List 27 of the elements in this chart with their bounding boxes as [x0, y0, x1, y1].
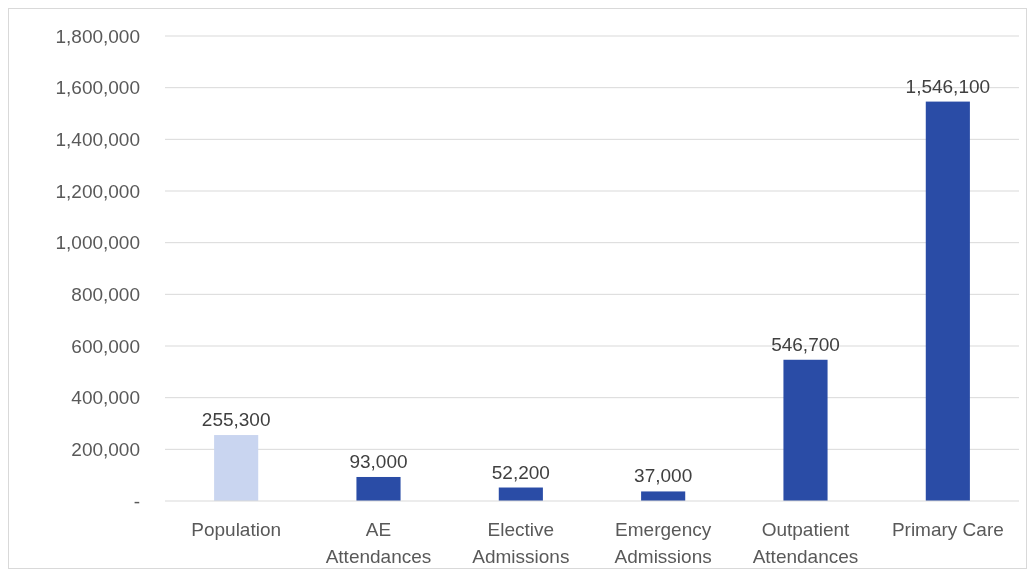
- y-tick-label: 800,000: [71, 283, 140, 305]
- x-tick-label: Elective Admissions: [472, 519, 570, 567]
- bar: [641, 491, 686, 501]
- data-label: 37,000: [634, 465, 693, 487]
- y-tick-label: 1,600,000: [55, 77, 140, 99]
- y-tick-label: 1,000,000: [55, 232, 140, 254]
- data-label: 93,000: [349, 450, 408, 472]
- x-tick-label: Emergency Admissions: [614, 519, 712, 567]
- x-tick-label: Outpatient Attendances: [752, 519, 859, 567]
- x-tick-label: AE Attendances: [325, 519, 432, 567]
- y-tick-label: 400,000: [71, 387, 140, 409]
- bar: [356, 476, 401, 501]
- y-tick-label: 200,000: [71, 438, 140, 460]
- bar: [214, 435, 259, 501]
- data-label: 52,200: [491, 461, 550, 483]
- data-label: 546,700: [771, 333, 840, 355]
- y-tick-label: 1,400,000: [55, 128, 140, 150]
- y-tick-label: 600,000: [71, 335, 140, 357]
- x-tick-label: Population: [191, 519, 282, 540]
- bar: [783, 359, 828, 501]
- y-tick-label: -: [133, 490, 140, 512]
- bar: [925, 101, 970, 501]
- x-tick-label: Primary Care: [891, 519, 1004, 540]
- y-tick-label: 1,800,000: [55, 25, 140, 47]
- data-label: 255,300: [201, 409, 271, 431]
- y-tick-label: 1,200,000: [55, 180, 140, 202]
- data-label: 1,546,100: [905, 75, 991, 97]
